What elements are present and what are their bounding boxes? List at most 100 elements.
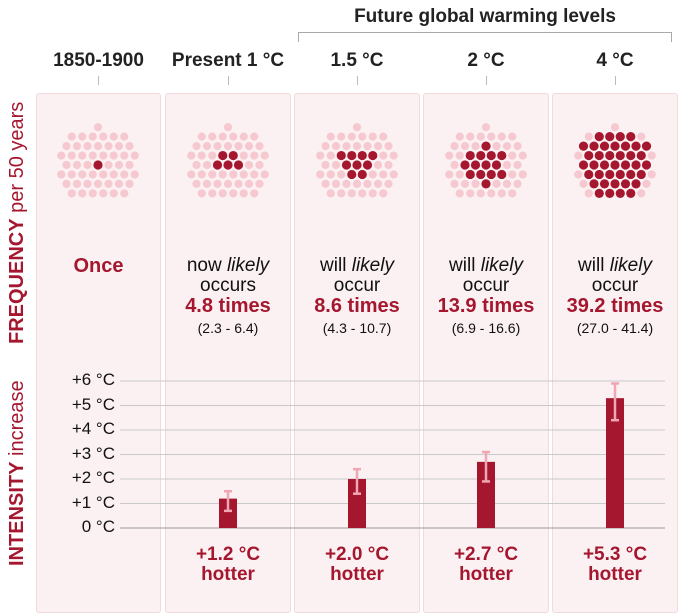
frequency-dot-light: [62, 142, 71, 151]
column-heading: 2 °C: [467, 50, 505, 71]
frequency-dot-light: [114, 142, 124, 151]
frequency-dot-light: [114, 160, 124, 170]
frequency-dot-light: [239, 132, 248, 141]
frequency-dot-dark: [368, 150, 378, 161]
frequency-dot-light: [508, 189, 517, 198]
frequency-dot-light: [373, 179, 383, 188]
frequency-dot-light: [352, 179, 362, 188]
frequency-dot-dark: [584, 150, 594, 161]
frequency-dot-light: [321, 142, 330, 151]
frequency-dot-dark: [341, 160, 352, 170]
frequency-dot-light: [187, 170, 196, 179]
freq-times: 39.2 times: [566, 295, 664, 317]
freq-line2: occur: [462, 275, 510, 296]
frequency-dot-light: [642, 179, 651, 188]
frequency-dot-light: [239, 170, 248, 179]
frequency-dot-light: [67, 132, 76, 141]
freq-line1: now likely: [186, 255, 270, 276]
frequency-text: will likely occur 8.6 times (4.3 - 10.7): [294, 256, 420, 338]
frequency-dot-light: [208, 151, 217, 160]
frequency-dot-dark: [641, 160, 652, 170]
frequency-dot-light: [197, 151, 206, 160]
frequency-dot-light: [250, 151, 259, 160]
frequency-dot-dark: [615, 169, 625, 180]
frequency-dot-dark: [589, 179, 599, 189]
frequency-dot-dark: [636, 150, 646, 161]
freq-range: (2.3 - 6.4): [197, 320, 259, 336]
freq-times: 8.6 times: [314, 295, 400, 317]
frequency-dot-dark: [605, 188, 615, 198]
frequency-dot-light: [62, 160, 71, 170]
intensity-text: +1.2 °C hotter: [160, 545, 296, 585]
frequency-dot-light: [326, 189, 335, 198]
frequency-dot-light: [244, 160, 254, 170]
frequency-dot-light: [250, 132, 259, 141]
frequency-dot-light: [316, 170, 325, 179]
intensity-bar: [477, 461, 495, 528]
frequency-dot-light: [197, 132, 206, 141]
frequency-dot-light: [508, 132, 517, 141]
frequency-dot-light: [250, 170, 259, 179]
frequency-dot-light: [104, 160, 113, 170]
frequency-dot-light: [62, 179, 71, 188]
intensity-text: +5.3 °C hotter: [552, 545, 678, 585]
frequency-dot-light: [337, 189, 346, 198]
frequency-dot-light: [114, 179, 124, 188]
frequency-dot-dark: [599, 141, 610, 151]
frequency-dot-dark: [594, 150, 604, 161]
frequency-dot-light: [579, 179, 588, 188]
frequency-dot-light: [445, 151, 454, 160]
frequency-dot-dark: [357, 150, 367, 161]
frequency-dot-light: [379, 189, 388, 198]
frequency-dot-light: [218, 189, 227, 198]
frequency-dot-light: [513, 160, 522, 170]
frequency-dot-light: [125, 142, 134, 151]
frequency-dot-light: [610, 123, 620, 132]
freq-line1: will likely: [449, 255, 523, 276]
frequency-dot-light: [455, 189, 464, 198]
frequency-dot-light: [187, 151, 196, 160]
frequency-dot-light: [78, 132, 87, 141]
frequency-dot-light: [83, 160, 92, 170]
frequency-dot-light: [234, 142, 243, 151]
frequency-dot-dark: [631, 179, 641, 189]
frequency-dot-light: [104, 179, 113, 188]
frequency-dot-light: [239, 189, 248, 198]
frequency-dot-light: [202, 160, 212, 170]
frequency-dot-dark: [497, 150, 507, 161]
frequency-dot-light: [326, 151, 335, 160]
frequency-dot-light: [218, 170, 227, 179]
frequency-dot-dark: [594, 169, 604, 180]
frequency-dot-light: [72, 160, 82, 170]
frequency-dot-light: [67, 170, 76, 179]
frequency-dot-light: [331, 142, 341, 151]
frequency-dot-light: [192, 179, 201, 188]
frequency-dot-light: [584, 132, 593, 141]
frequency-dot-light: [518, 151, 527, 160]
frequency-dot-light: [358, 132, 367, 141]
frequency-dot-light: [502, 142, 512, 151]
frequency-dot-dark: [476, 169, 486, 180]
intensity-word: hotter: [459, 564, 513, 585]
frequency-dot-dark: [481, 179, 491, 189]
error-bar: [224, 490, 232, 513]
frequency-dot-dark: [610, 160, 620, 170]
frequency-dot-light: [208, 170, 217, 179]
heading-tick: [357, 76, 358, 85]
frequency-dot-light: [647, 151, 656, 160]
frequency-dot-light: [202, 142, 212, 151]
frequency-dot-dark: [476, 150, 486, 161]
frequency-dot-light: [120, 189, 129, 198]
frequency-dot-dark: [465, 150, 475, 161]
frequency-dot-dark: [626, 169, 636, 180]
frequency-dot-light: [120, 151, 129, 160]
frequency-dot-light: [120, 170, 129, 179]
frequency-dot-dark: [578, 141, 589, 151]
once-label: Once: [73, 255, 124, 277]
frequency-dot-light: [379, 132, 388, 141]
column-heading: 4 °C: [596, 50, 634, 71]
frequency-dot-dark: [615, 150, 625, 161]
frequency-dot-light: [455, 151, 464, 160]
frequency-dot-dark: [615, 132, 625, 142]
frequency-dot-light: [88, 132, 97, 141]
